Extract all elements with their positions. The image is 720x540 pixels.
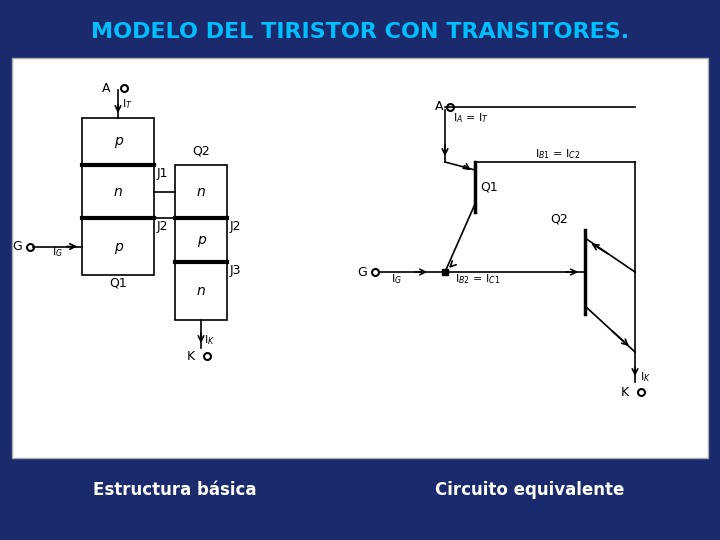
- Bar: [82, 165, 154, 218]
- Text: J3: J3: [230, 264, 241, 277]
- Text: J2: J2: [230, 220, 241, 233]
- Text: p: p: [197, 233, 205, 247]
- Bar: [175, 218, 227, 262]
- Text: Q2: Q2: [192, 145, 210, 158]
- Bar: [82, 218, 154, 275]
- Text: I$_{B2}$ = I$_{C1}$: I$_{B2}$ = I$_{C1}$: [455, 272, 500, 286]
- Text: MODELO DEL TIRISTOR CON TRANSITORES.: MODELO DEL TIRISTOR CON TRANSITORES.: [91, 22, 629, 42]
- Text: G: G: [357, 266, 367, 279]
- Text: n: n: [114, 185, 122, 199]
- Text: n: n: [197, 185, 205, 199]
- Bar: [82, 118, 154, 165]
- Text: I$_A$ = I$_T$: I$_A$ = I$_T$: [453, 111, 489, 125]
- Text: Q1: Q1: [109, 277, 127, 290]
- Text: p: p: [114, 240, 122, 253]
- Text: Estructura básica: Estructura básica: [94, 481, 257, 499]
- Text: I$_K$: I$_K$: [640, 370, 651, 384]
- Text: G: G: [12, 240, 22, 253]
- Text: n: n: [197, 284, 205, 298]
- Bar: [175, 165, 227, 218]
- Text: A: A: [102, 82, 110, 94]
- Text: K: K: [621, 386, 629, 399]
- Text: I$_T$: I$_T$: [122, 97, 132, 111]
- Text: I$_K$: I$_K$: [204, 333, 215, 347]
- Text: Circuito equivalente: Circuito equivalente: [436, 481, 625, 499]
- Text: J1: J1: [157, 167, 168, 180]
- Text: I$_G$: I$_G$: [52, 246, 63, 259]
- Bar: [12, 58, 708, 458]
- Text: J2: J2: [157, 220, 168, 233]
- Text: p: p: [114, 134, 122, 149]
- Text: I$_G$: I$_G$: [391, 272, 402, 286]
- Text: A: A: [434, 100, 443, 113]
- Text: K: K: [187, 349, 195, 362]
- Text: Q2: Q2: [550, 212, 568, 225]
- Text: Q1: Q1: [480, 180, 498, 193]
- Text: I$_{B1}$ = I$_{C2}$: I$_{B1}$ = I$_{C2}$: [535, 147, 580, 161]
- Bar: [175, 262, 227, 320]
